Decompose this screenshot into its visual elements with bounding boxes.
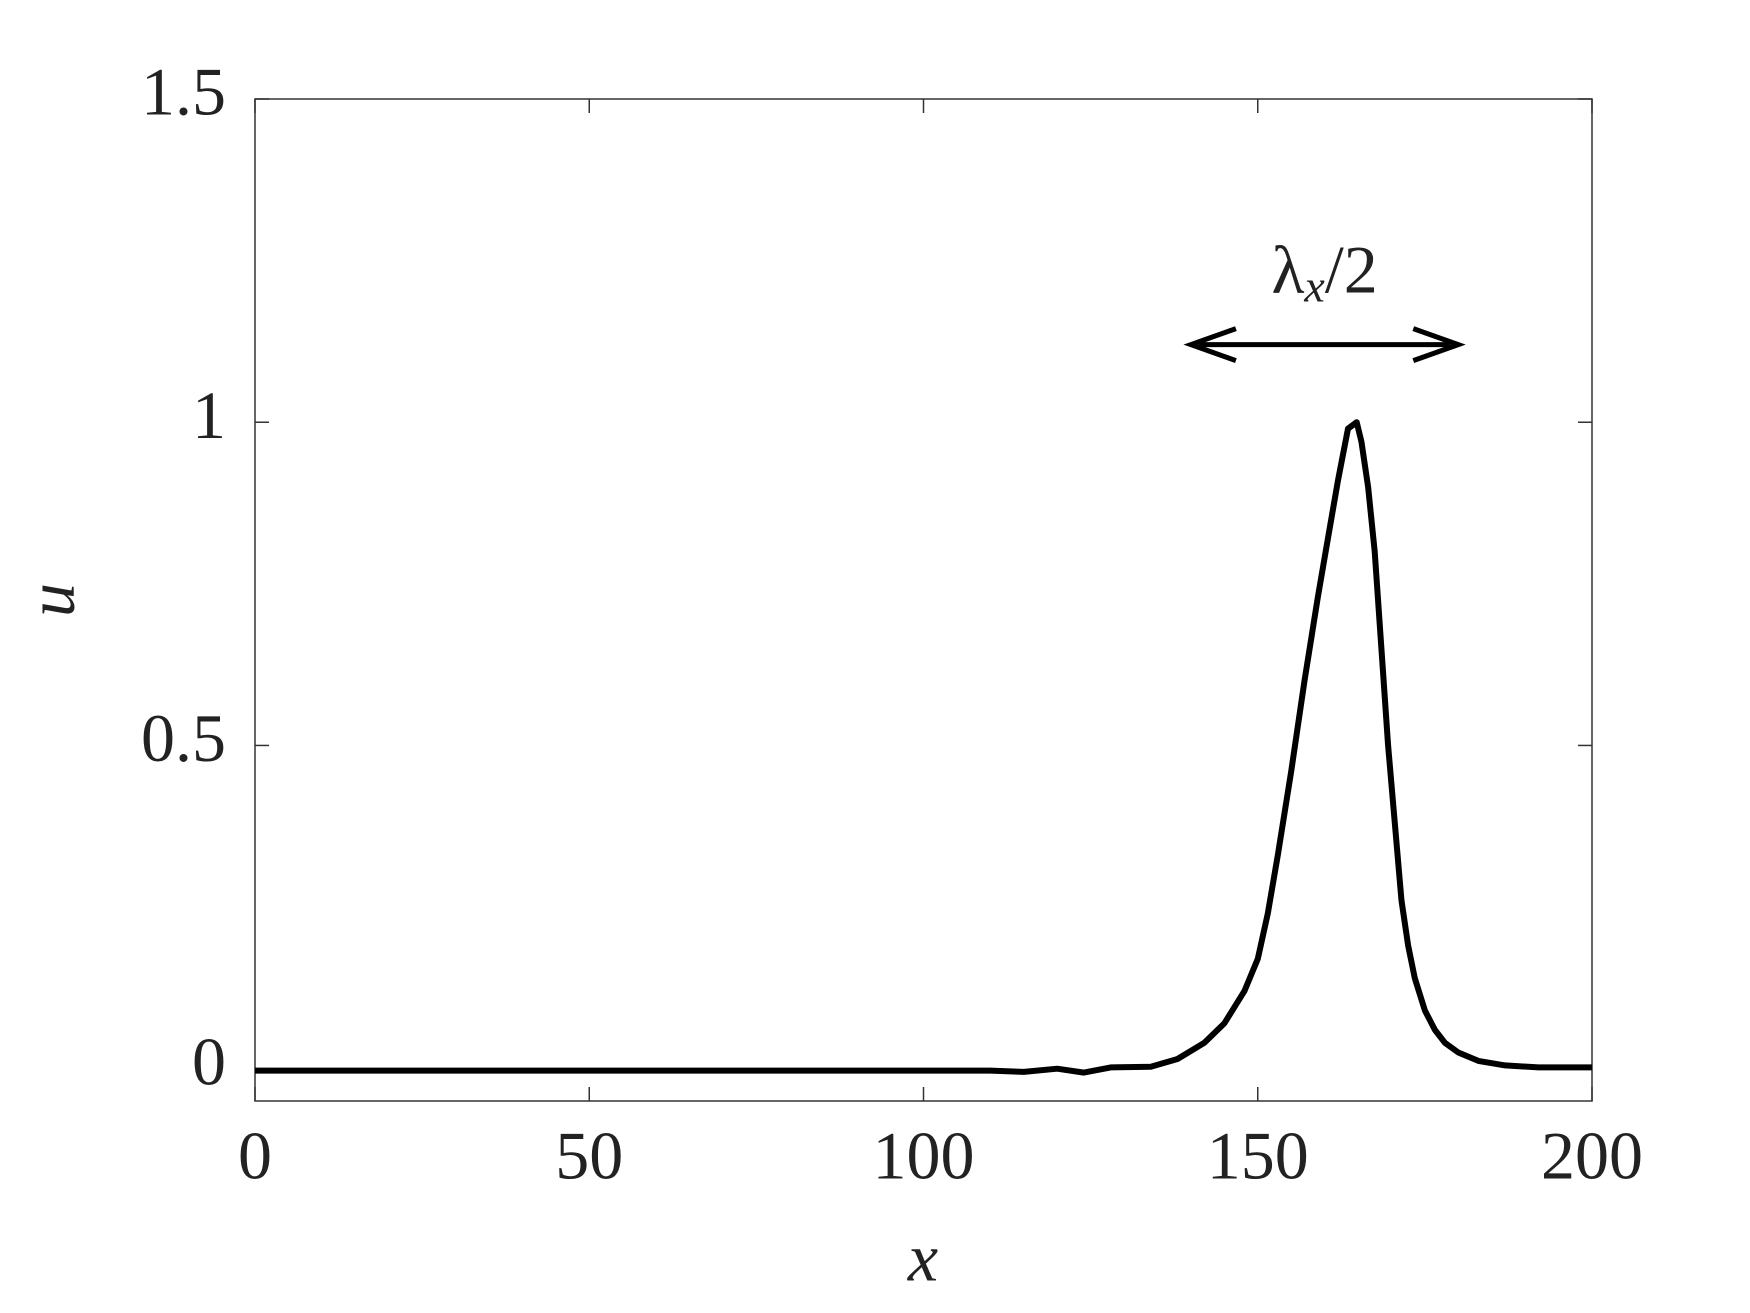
data-line — [255, 419, 1592, 1076]
annotation-label: λx/2 — [1271, 231, 1377, 311]
x-tick-label: 150 — [1207, 1118, 1309, 1194]
x-axis-label: x — [907, 1220, 938, 1296]
annotation-tail: /2 — [1325, 231, 1378, 307]
arrow-head — [1412, 326, 1466, 364]
x-tick-label: 200 — [1541, 1118, 1643, 1194]
y-tick-label: 0 — [192, 1023, 226, 1099]
x-tick-label: 50 — [555, 1118, 623, 1194]
x-tick-label: 100 — [873, 1118, 975, 1194]
annotation-subscript: x — [1303, 260, 1325, 311]
y-tick-label: 1 — [192, 377, 226, 453]
arrow-head — [1183, 326, 1237, 364]
y-axis-label: u — [13, 583, 89, 617]
x-tick-label: 0 — [238, 1118, 272, 1194]
annotation-symbol: λ — [1271, 231, 1304, 307]
y-tick-label: 0.5 — [141, 700, 226, 776]
y-tick-label: 1.5 — [141, 54, 226, 130]
plot-frame — [254, 98, 1593, 1102]
